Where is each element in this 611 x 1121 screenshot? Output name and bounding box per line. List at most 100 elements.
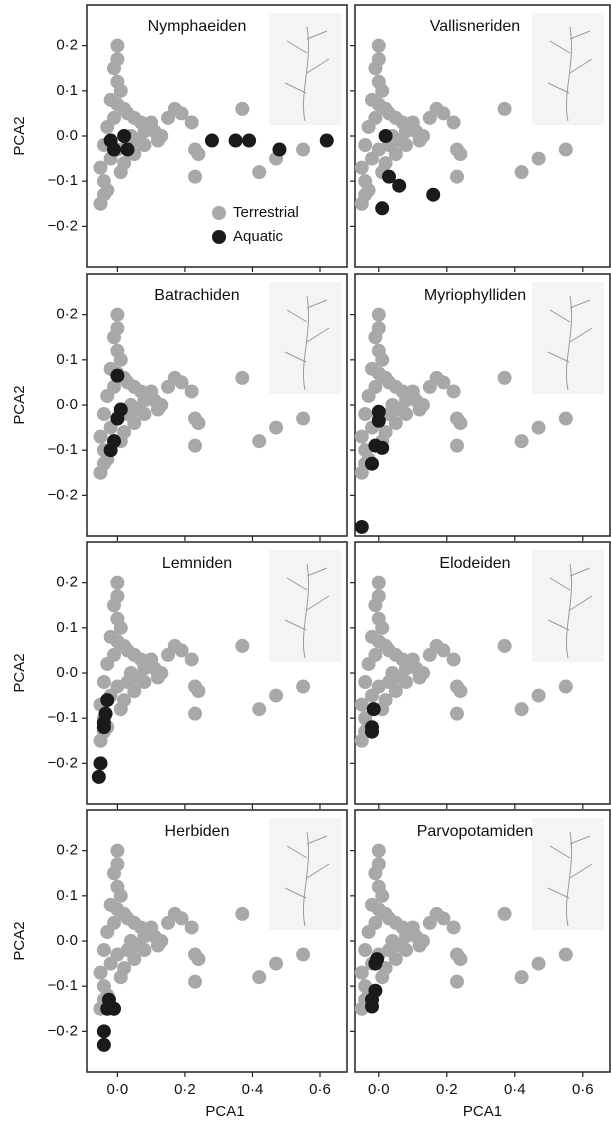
data-point bbox=[110, 368, 125, 383]
y-axis-label: PCA2 bbox=[11, 116, 28, 155]
data-point bbox=[450, 706, 464, 721]
data-point bbox=[120, 142, 135, 157]
data-point bbox=[96, 675, 111, 690]
data-point bbox=[113, 888, 128, 903]
y-tick-label: −0·1 bbox=[48, 441, 78, 458]
data-point bbox=[93, 160, 108, 175]
data-point bbox=[375, 888, 390, 903]
data-point bbox=[368, 598, 383, 613]
data-point bbox=[531, 420, 546, 435]
data-point bbox=[113, 970, 128, 985]
y-tick-label: −0·2 bbox=[48, 754, 78, 771]
data-point bbox=[358, 187, 373, 202]
data-point bbox=[453, 684, 468, 699]
data-point bbox=[100, 924, 115, 939]
data-point bbox=[375, 201, 390, 216]
data-point bbox=[366, 702, 381, 717]
data-point bbox=[436, 106, 451, 121]
data-point bbox=[93, 965, 108, 980]
data-point bbox=[399, 124, 413, 139]
data-point bbox=[184, 920, 199, 935]
data-point bbox=[436, 375, 451, 390]
panel: Myriophylliden bbox=[350, 273, 611, 541]
data-point bbox=[382, 943, 396, 958]
data-point bbox=[113, 83, 128, 98]
data-point bbox=[358, 407, 373, 422]
data-point bbox=[361, 119, 376, 134]
data-point bbox=[368, 330, 383, 345]
data-point bbox=[426, 187, 441, 202]
x-tick-label: 0·2 bbox=[436, 1081, 458, 1098]
data-point bbox=[93, 756, 108, 771]
panel: −0·2 −0·1 0·0 0·1 0·2 PCA2 Batrachiden bbox=[11, 273, 348, 541]
data-point bbox=[242, 133, 257, 148]
data-point bbox=[399, 138, 413, 153]
data-point bbox=[188, 169, 203, 184]
plant-illustration bbox=[269, 818, 341, 930]
data-point bbox=[96, 187, 111, 202]
data-point bbox=[113, 352, 128, 367]
data-point bbox=[436, 911, 451, 926]
data-point bbox=[365, 456, 379, 471]
data-point bbox=[354, 160, 369, 175]
data-point bbox=[188, 974, 203, 989]
plant-illustration-lines bbox=[547, 26, 593, 122]
data-point bbox=[453, 147, 468, 162]
data-point bbox=[235, 906, 250, 921]
data-point bbox=[252, 970, 267, 985]
y-tick-label: 0·2 bbox=[56, 306, 78, 323]
data-point bbox=[361, 656, 376, 671]
data-point bbox=[110, 411, 125, 426]
panel-title: Batrachiden bbox=[154, 287, 239, 304]
panel: 0·0 0·2 0·4 0·6 PCA1 Parvopotamiden bbox=[350, 809, 611, 1120]
y-tick-label: 0·0 bbox=[56, 664, 78, 681]
data-point bbox=[96, 720, 111, 735]
x-axis-label: PCA1 bbox=[205, 1103, 244, 1120]
x-tick-label: 0·2 bbox=[174, 1081, 196, 1098]
y-tick-label: −0·1 bbox=[48, 709, 78, 726]
y-tick-label: 0·0 bbox=[56, 932, 78, 949]
x-tick-label: 0·0 bbox=[107, 1081, 129, 1098]
plant-illustration bbox=[532, 550, 604, 662]
data-point bbox=[375, 970, 390, 985]
data-point bbox=[137, 675, 152, 690]
x-axis-label: PCA1 bbox=[463, 1103, 502, 1120]
panel: −0·2 −0·1 0·0 0·1 0·2 PCA2 Lemniden bbox=[11, 541, 348, 809]
data-point bbox=[174, 106, 189, 121]
data-point bbox=[191, 147, 206, 162]
legend-label: Aquatic bbox=[233, 228, 284, 245]
data-point bbox=[107, 61, 122, 76]
data-point bbox=[371, 307, 386, 322]
data-point bbox=[365, 724, 379, 739]
y-axis-label: PCA2 bbox=[11, 385, 28, 424]
panel-title: Nymphaeiden bbox=[148, 18, 247, 35]
data-point bbox=[137, 138, 152, 153]
data-point bbox=[399, 393, 413, 408]
data-point bbox=[354, 519, 369, 534]
data-point bbox=[110, 307, 125, 322]
data-point bbox=[120, 675, 135, 690]
y-tick-label: −0·2 bbox=[48, 1022, 78, 1039]
data-point bbox=[375, 620, 390, 635]
data-point bbox=[368, 61, 383, 76]
data-point bbox=[497, 906, 512, 921]
y-tick-label: 0·2 bbox=[56, 842, 78, 859]
y-tick-label: 0·2 bbox=[56, 37, 78, 54]
data-point bbox=[558, 679, 573, 694]
plant-illustration bbox=[269, 13, 341, 125]
y-tick-label: 0·1 bbox=[56, 351, 78, 368]
data-point bbox=[137, 393, 152, 408]
data-point bbox=[113, 702, 128, 717]
data-point bbox=[450, 438, 464, 453]
data-point bbox=[399, 943, 413, 958]
data-point bbox=[150, 938, 165, 953]
plant-illustration-lines bbox=[547, 295, 593, 391]
data-point bbox=[191, 684, 206, 699]
data-point bbox=[174, 911, 189, 926]
legend-label: Terrestrial bbox=[233, 204, 299, 221]
data-point bbox=[446, 115, 461, 130]
data-point bbox=[107, 142, 122, 157]
data-point bbox=[100, 693, 115, 708]
data-point bbox=[296, 411, 311, 426]
data-point bbox=[96, 1024, 111, 1039]
